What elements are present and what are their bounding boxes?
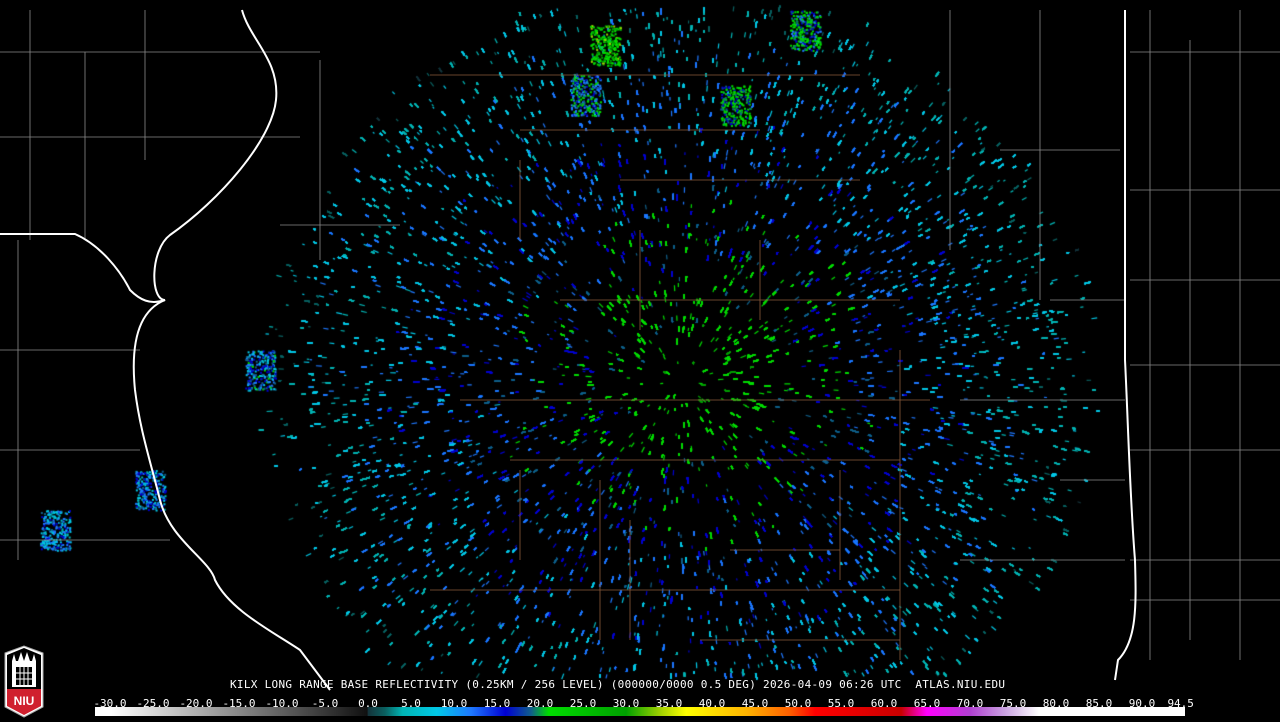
product-title: KILX LONG RANGE BASE REFLECTIVITY (0.25K… <box>230 678 1006 691</box>
legend-label: -15.0 <box>222 697 256 710</box>
missouri-iowa-border <box>0 233 166 303</box>
illinois-indiana-border <box>1114 10 1137 681</box>
legend-label: -10.0 <box>265 697 299 710</box>
legend-label: -5.0 <box>311 697 339 710</box>
legend-label: 40.0 <box>698 697 726 710</box>
niu-logo: NIU <box>3 645 45 718</box>
radar-county-lines <box>430 74 930 660</box>
legend-label: 5.0 <box>401 697 421 710</box>
legend-label: 60.0 <box>870 697 898 710</box>
legend-label: -20.0 <box>179 697 213 710</box>
legend-label: 0.0 <box>358 697 378 710</box>
legend-label: 30.0 <box>612 697 640 710</box>
legend-label: 70.0 <box>956 697 984 710</box>
legend-label: 80.0 <box>1042 697 1070 710</box>
legend-label: 65.0 <box>913 697 941 710</box>
state-lines <box>0 9 1137 691</box>
legend-label: 75.0 <box>999 697 1027 710</box>
legend-label: -25.0 <box>136 697 170 710</box>
svg-text:NIU: NIU <box>14 694 35 708</box>
legend-label: 45.0 <box>741 697 769 710</box>
reflectivity-colorbar <box>95 707 1185 716</box>
legend-label: 10.0 <box>440 697 468 710</box>
county-lines <box>0 10 1280 660</box>
legend-label: 94.5 <box>1167 697 1194 710</box>
legend-label: 50.0 <box>784 697 812 710</box>
legend-label: 20.0 <box>526 697 554 710</box>
legend-label: 55.0 <box>827 697 855 710</box>
legend-label: 85.0 <box>1085 697 1113 710</box>
legend-labels: -30.0 -25.0 -20.0 -15.0 -10.0 -5.0 0.0 5.0 10.0 1… <box>0 697 1280 710</box>
legend-label: -30.0 <box>93 697 127 710</box>
legend-label: 15.0 <box>483 697 511 710</box>
mississippi-river-border <box>132 9 331 691</box>
legend-label: 90.0 <box>1128 697 1156 710</box>
legend-label: 35.0 <box>655 697 683 710</box>
legend-label: 25.0 <box>569 697 597 710</box>
